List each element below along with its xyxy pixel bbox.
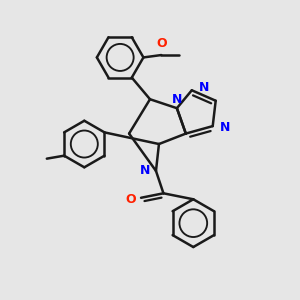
Text: N: N xyxy=(220,121,230,134)
Text: O: O xyxy=(125,193,136,206)
Text: N: N xyxy=(172,93,182,106)
Text: N: N xyxy=(199,81,210,94)
Text: O: O xyxy=(156,37,167,50)
Text: N: N xyxy=(140,164,151,177)
